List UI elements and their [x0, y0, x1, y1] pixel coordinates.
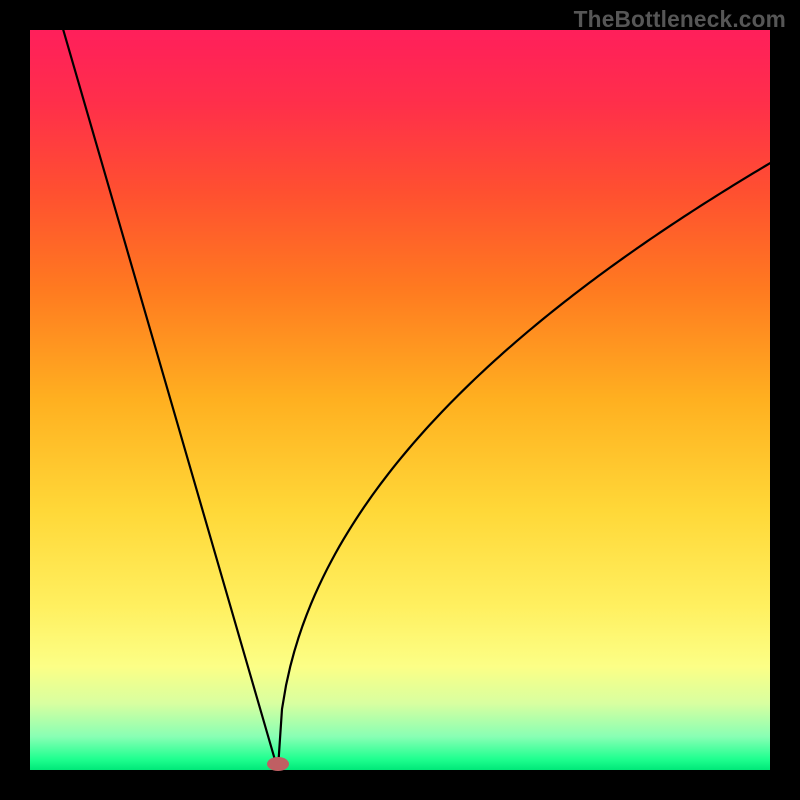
watermark-text: TheBottleneck.com — [574, 6, 786, 33]
optimum-marker — [267, 757, 289, 771]
plot-area — [30, 30, 770, 770]
bottleneck-curve — [30, 30, 770, 770]
chart-container: TheBottleneck.com — [0, 0, 800, 800]
